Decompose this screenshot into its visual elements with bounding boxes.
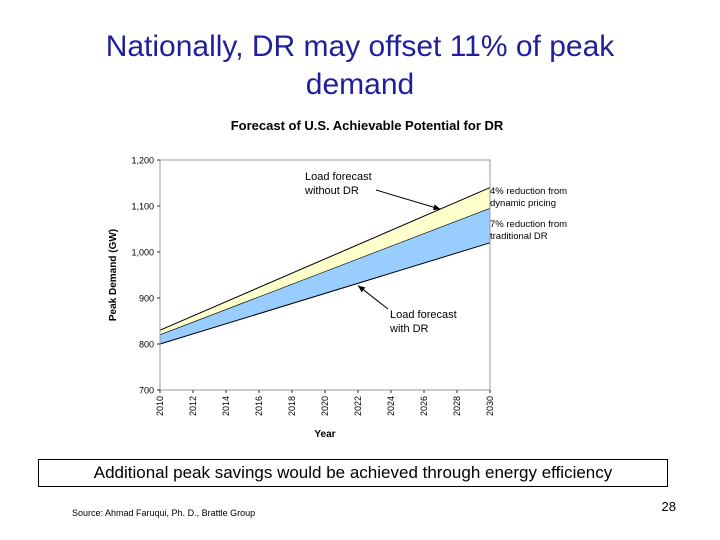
line-dynamic-pricing bbox=[159, 208, 491, 336]
y-axis-label: Peak Demand (GW) bbox=[108, 229, 119, 321]
annotation-without-dr-line2: without DR bbox=[304, 185, 359, 197]
x-tick-label: 2010 bbox=[155, 396, 165, 416]
x-tick-label: 2018 bbox=[287, 396, 297, 416]
x-tick-label: 2022 bbox=[353, 396, 363, 416]
y-tick-label: 800 bbox=[139, 340, 154, 350]
x-tick-label: 2012 bbox=[188, 396, 198, 416]
annotation-arrow-without-dr bbox=[375, 189, 441, 210]
x-tick-label: 2016 bbox=[254, 396, 264, 416]
y-tick-label: 1,200 bbox=[131, 156, 154, 166]
efficiency-callout: Additional peak savings would be achieve… bbox=[38, 459, 668, 487]
annotation-traditional-dr-line2: traditional DR bbox=[490, 231, 548, 242]
x-tick-label: 2024 bbox=[386, 396, 396, 416]
annotation-dynamic-pricing: 4% reduction from dynamic pricing bbox=[490, 186, 567, 209]
annotation-dynamic-pricing-line1: 4% reduction from bbox=[490, 186, 567, 197]
line-without-dr bbox=[159, 187, 491, 331]
x-tick-label: 2020 bbox=[320, 396, 330, 416]
annotation-traditional-dr-line1: 7% reduction from bbox=[490, 219, 567, 230]
annotation-with-dr-line2: with DR bbox=[389, 323, 429, 335]
y-tick-label: 1,100 bbox=[131, 202, 154, 212]
annotation-with-dr: Load forecast with DR bbox=[357, 285, 457, 335]
annotation-without-dr: Load forecast without DR bbox=[304, 171, 441, 211]
annotation-without-dr-line1: Load forecast bbox=[305, 171, 372, 183]
y-tick-label: 900 bbox=[139, 294, 154, 304]
slide-title-line2: demand bbox=[305, 68, 415, 101]
chart-svg: Forecast of U.S. Achievable Potential fo… bbox=[108, 118, 567, 440]
chart-title: Forecast of U.S. Achievable Potential fo… bbox=[231, 118, 504, 133]
annotation-traditional-dr: 7% reduction from traditional DR bbox=[490, 219, 567, 242]
source-citation: Source: Ahmad Faruqui, Ph. D., Brattle G… bbox=[72, 508, 256, 518]
x-tick-label: 2030 bbox=[485, 396, 495, 416]
band-traditional-dr bbox=[160, 208, 490, 344]
annotation-dynamic-pricing-line2: dynamic pricing bbox=[490, 198, 556, 209]
y-tick-label: 1,000 bbox=[131, 248, 154, 258]
line-with-dr bbox=[159, 242, 491, 345]
slide-title-line1: Nationally, DR may offset 11% of peak bbox=[105, 30, 615, 63]
x-tick-label: 2028 bbox=[452, 396, 462, 416]
dr-forecast-chart: Forecast of U.S. Achievable Potential fo… bbox=[100, 110, 620, 450]
arrowhead-without-dr bbox=[432, 204, 441, 211]
arrowhead-with-dr bbox=[358, 285, 366, 293]
y-tick-label: 700 bbox=[139, 386, 154, 396]
band-dynamic-pricing bbox=[160, 187, 490, 335]
x-axis-label: Year bbox=[314, 429, 335, 440]
page-number: 28 bbox=[661, 499, 676, 514]
x-tick-label: 2026 bbox=[419, 396, 429, 416]
annotation-with-dr-line1: Load forecast bbox=[390, 309, 457, 321]
slide-title: Nationally, DR may offset 11% of peak de… bbox=[40, 28, 680, 104]
x-tick-label: 2014 bbox=[221, 396, 231, 416]
